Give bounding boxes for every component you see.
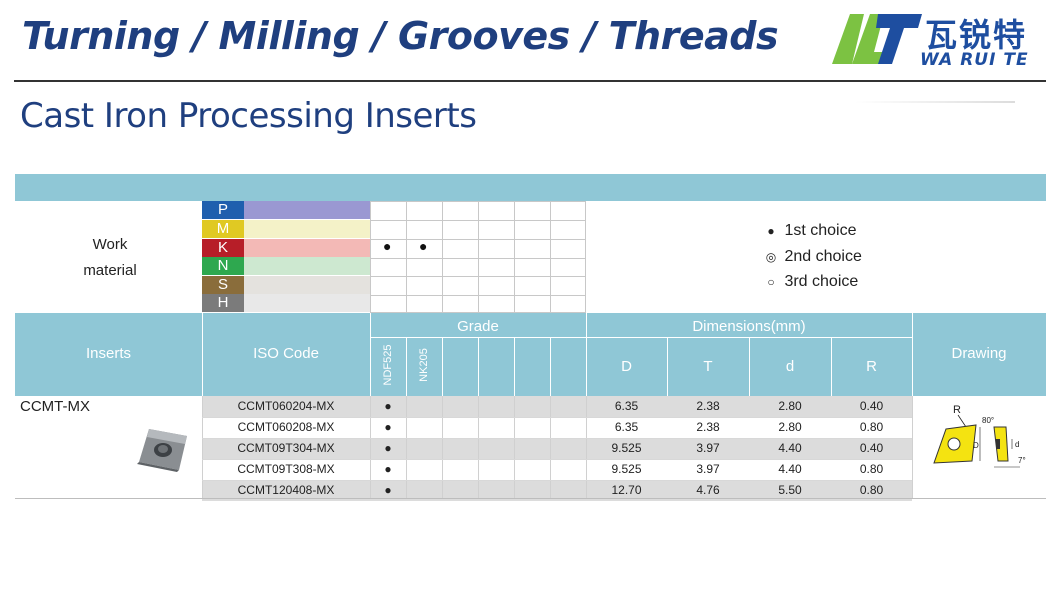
grade-header-nk205: NK205: [418, 348, 430, 382]
drawing-label-R: R: [953, 404, 961, 416]
legend-third-choice: ○ 3rd choice: [762, 273, 858, 291]
material-code-s: S: [202, 276, 244, 294]
material-code-m: M: [202, 220, 244, 238]
insert-photo: [137, 429, 187, 472]
filled-dot-icon: ●: [767, 224, 775, 238]
dim-R-cell: 0.80: [859, 462, 884, 476]
page-title: Cast Iron Processing Inserts: [20, 96, 477, 136]
dim-T-cell: 3.97: [696, 441, 720, 455]
drawing-label-clearance: 7°: [1018, 456, 1026, 465]
dim-T-cell: 3.97: [696, 462, 720, 476]
work-material-label-line2: material: [83, 262, 137, 279]
dim-header-R: R: [866, 358, 877, 375]
table-bottom-rule: [15, 498, 1046, 499]
header-dimensions: Dimensions(mm): [692, 318, 806, 335]
header-drawing: Drawing: [951, 345, 1007, 362]
dim-d-cell: 5.50: [778, 483, 802, 497]
dim-D-cell: 6.35: [614, 420, 639, 434]
logo-underline: [855, 101, 1015, 103]
table-row: CCMT060204-MX ● 6.35 2.38 2.80 0.40: [202, 396, 912, 417]
ringed-dot-icon: ◎: [765, 250, 777, 264]
material-bar-k: [244, 239, 370, 257]
logo-english-text: WA RUI TE: [920, 50, 1029, 70]
material-code-k: K: [202, 239, 244, 257]
dim-header-T: T: [703, 358, 713, 375]
dim-D-cell: 9.525: [611, 441, 642, 455]
grade-ndf525-mark: ●: [384, 462, 392, 476]
iso-code-cell: CCMT09T308-MX: [237, 462, 335, 476]
header-iso-code: ISO Code: [253, 345, 319, 362]
grade-ndf525-mark: ●: [384, 483, 392, 497]
dim-D-cell: 6.35: [614, 399, 639, 413]
legend-label: 2nd choice: [784, 248, 862, 265]
dim-d-cell: 4.40: [778, 441, 802, 455]
dim-header-D: D: [621, 358, 632, 375]
header-band: [15, 174, 1046, 201]
legend-label: 1st choice: [784, 222, 857, 239]
hollow-dot-icon: ○: [767, 275, 775, 289]
drawing-label-D: D: [973, 441, 979, 450]
material-grid: [370, 201, 586, 313]
material-bar-n: [244, 257, 370, 275]
dim-R-cell: 0.80: [859, 420, 884, 434]
dim-d-cell: 2.80: [778, 399, 802, 413]
material-code-p: P: [202, 201, 244, 219]
dim-header-d: d: [785, 358, 795, 375]
table-row: CCMT09T304-MX ● 9.525 3.97 4.40 0.40: [202, 438, 912, 459]
dim-R-cell: 0.40: [859, 441, 884, 455]
legend-first-choice: ● 1st choice: [762, 222, 857, 240]
dim-T-cell: 2.38: [696, 420, 720, 434]
dim-d-cell: 2.80: [778, 420, 802, 434]
material-bar-s: [244, 276, 370, 294]
work-material-label-line1: Work: [92, 236, 128, 253]
table-row: CCMT09T308-MX ● 9.525 3.97 4.40 0.80: [202, 459, 912, 480]
insert-name: CCMT-MX: [20, 398, 90, 415]
legend-second-choice: ◎ 2nd choice: [762, 248, 862, 266]
drawing-label-angle: 80°: [982, 416, 994, 425]
material-bar-m: [244, 220, 370, 238]
grade-ndf525-mark: ●: [384, 420, 392, 434]
drawing-label-d: d: [1015, 440, 1019, 449]
material-bar-h: [244, 294, 370, 312]
iso-code-cell: CCMT060204-MX: [237, 399, 335, 413]
banner-divider: [14, 80, 1046, 82]
grade-ndf525-mark: ●: [384, 399, 392, 413]
iso-code-cell: CCMT09T304-MX: [237, 441, 335, 455]
banner-title: Turning / Milling / Grooves / Threads: [22, 14, 779, 58]
legend-label: 3rd choice: [784, 273, 859, 290]
grade-header-ndf525: NDF525: [382, 344, 394, 386]
dim-d-cell: 4.40: [778, 462, 802, 476]
table-row: CCMT060208-MX ● 6.35 2.38 2.80 0.80: [202, 417, 912, 438]
dim-R-cell: 0.40: [859, 399, 884, 413]
company-logo: 瓦锐特 WA RUI TE: [830, 6, 1045, 70]
k-grade2-mark: ●: [419, 238, 428, 254]
iso-code-cell: CCMT060208-MX: [237, 420, 335, 434]
header-inserts: Inserts: [85, 345, 131, 362]
insert-drawing: R 80° D d 7°: [933, 404, 1026, 468]
table-header: [15, 313, 1046, 396]
logo-chinese-text: 瓦锐特: [925, 16, 1028, 54]
dim-T-cell: 4.76: [696, 483, 720, 497]
dim-D-cell: 9.525: [611, 462, 642, 476]
dim-D-cell: 12.70: [611, 483, 642, 497]
k-grade1-mark: ●: [383, 238, 392, 254]
material-code-n: N: [202, 257, 244, 275]
dim-T-cell: 2.38: [696, 399, 720, 413]
header-grade: Grade: [457, 318, 499, 335]
grade-ndf525-mark: ●: [384, 441, 392, 455]
logo-mark-icon: [832, 14, 922, 64]
material-bar-p: [244, 201, 370, 219]
material-code-h: H: [202, 294, 244, 312]
table-row: CCMT120408-MX ● 12.70 4.76 5.50 0.80: [202, 480, 912, 501]
iso-code-cell: CCMT120408-MX: [237, 483, 335, 497]
dim-R-cell: 0.80: [859, 483, 884, 497]
